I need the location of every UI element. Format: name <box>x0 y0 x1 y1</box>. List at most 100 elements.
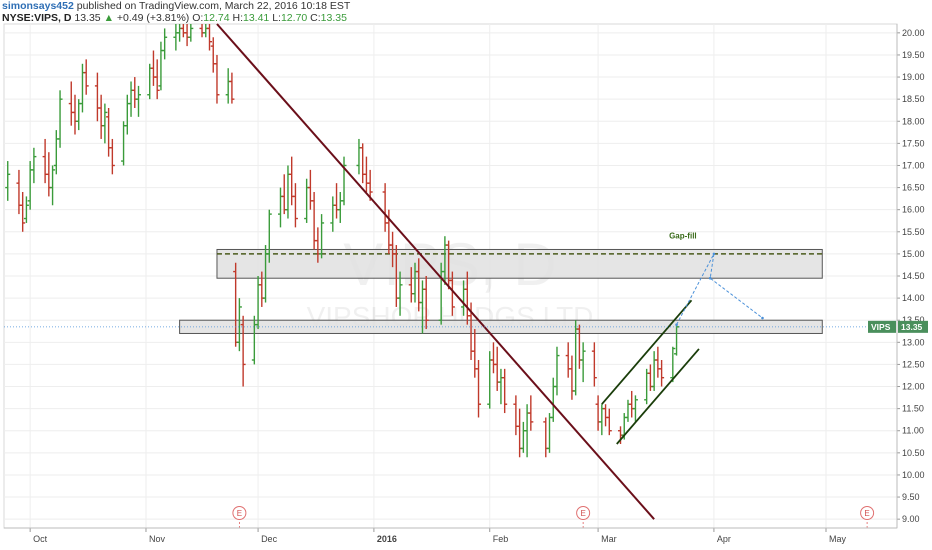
ohlc-bar <box>569 355 575 400</box>
chart-header: simonsays452 published on TradingView.co… <box>2 0 350 24</box>
y-tick-label: 12.50 <box>902 359 925 369</box>
ohlc-bar <box>382 183 388 232</box>
ohlc-bar <box>591 342 597 387</box>
low-value: 12.70 <box>280 12 308 24</box>
ohlc-bar <box>319 214 325 259</box>
ohlc-bar <box>266 209 272 263</box>
y-tick-label: 19.50 <box>902 50 925 60</box>
y-tick-label: 11.00 <box>902 426 924 436</box>
ohlc-bar <box>225 68 231 104</box>
ohlc-bar <box>670 346 676 383</box>
projection-point <box>675 323 678 326</box>
ohlc-bar <box>304 178 310 223</box>
ohlc-bar <box>289 156 295 206</box>
low-label: L: <box>272 12 281 24</box>
event-label: E <box>864 509 869 518</box>
published-text: published on TradingView.com, March 22, … <box>73 0 351 12</box>
ohlc-bar <box>229 72 235 104</box>
ohlc-bar <box>154 59 160 100</box>
username-link[interactable]: simonsays452 <box>2 0 74 12</box>
ohlc-bar <box>158 41 164 91</box>
ohlc-bar <box>397 271 403 316</box>
zone-lower <box>179 319 823 334</box>
channel-upper-line <box>601 299 693 405</box>
price-tag-symbol-box <box>868 320 896 333</box>
ohlc-bar <box>547 413 553 453</box>
open-label: O: <box>192 12 204 24</box>
ohlc-bar <box>214 54 220 104</box>
ohlc-bar <box>367 169 373 201</box>
ohlc-bar <box>94 72 100 122</box>
event-marker <box>576 506 591 520</box>
ohlc-bar <box>16 169 22 215</box>
ohlc-bar <box>184 24 190 47</box>
y-tick-label: 15.00 <box>902 249 925 259</box>
y-tick-label: 9.00 <box>902 514 920 524</box>
ohlc-bar <box>341 156 347 206</box>
high-value: 13.41 <box>243 12 270 24</box>
x-tick-label: Oct <box>33 534 48 544</box>
ohlc-bar <box>651 351 657 391</box>
projection-point <box>712 252 716 256</box>
ohlc-bar <box>132 77 138 108</box>
price-change: +0.49 (+3.81%) <box>116 12 190 24</box>
ohlc-bar <box>102 103 108 144</box>
ohlc-bar <box>83 59 89 95</box>
ohlc-bar <box>528 395 534 431</box>
price-tag-value: 13.35 <box>901 322 923 332</box>
ohlc-bar <box>281 174 287 215</box>
ohlc-bar <box>27 161 33 210</box>
x-tick-label: Dec <box>261 534 278 544</box>
ohlc-bar <box>72 94 78 135</box>
ohlc-bar <box>449 271 455 316</box>
ohlc-bar <box>472 329 478 378</box>
ohlc-bar <box>595 395 601 431</box>
price-tag-value-box <box>898 320 928 333</box>
y-tick-label: 20.00 <box>902 28 925 38</box>
price-axis[interactable]: 9.00 9.50 10.00 10.50 11.00 11.50 12.00 12.50 13… <box>896 24 925 528</box>
ohlc-bar <box>543 417 549 458</box>
ohlc-bars <box>5 24 680 458</box>
ohlc-bar <box>520 421 526 453</box>
ohlc-bar <box>603 404 609 427</box>
x-tick-label: Feb <box>493 534 509 544</box>
event-label: E <box>580 509 585 518</box>
ohlc-bar <box>285 165 291 219</box>
channel-lower-line <box>616 348 700 445</box>
ohlc-bar <box>188 24 194 42</box>
ohlc-bar <box>68 81 74 126</box>
ohlc-bar <box>476 360 482 418</box>
ohlc-bar <box>79 63 85 113</box>
ohlc-bar <box>659 360 665 387</box>
projection-path <box>676 253 763 325</box>
ohlc-bar <box>277 187 283 228</box>
event-marker <box>232 506 247 520</box>
ohlc-bar <box>173 24 179 51</box>
y-tick-label: 13.00 <box>902 337 925 347</box>
ohlc-bar <box>23 196 29 223</box>
ohlc-bar <box>629 390 635 418</box>
ohlc-bar <box>307 169 313 210</box>
ohlc-bar <box>46 152 52 197</box>
ohlc-bar <box>580 342 586 383</box>
ohlc-bar <box>162 28 168 60</box>
ohlc-bar <box>606 408 612 436</box>
drawing-lines <box>4 23 897 520</box>
ohlc-bar <box>42 138 48 184</box>
ohlc-bar <box>517 408 523 458</box>
ohlc-bar <box>53 130 59 175</box>
y-tick-label: 17.50 <box>902 138 925 148</box>
ohlc-bar <box>147 63 153 100</box>
y-tick-label: 13.50 <box>902 315 925 325</box>
ohlc-bar <box>203 24 209 38</box>
projection-point <box>761 316 764 320</box>
ohlc-bar <box>490 342 496 374</box>
time-axis[interactable]: Oct Nov Dec 2016 Feb Mar Apr May <box>4 527 897 544</box>
y-tick-label: 14.50 <box>902 271 925 281</box>
event-marker <box>860 506 875 520</box>
x-tick-label: 2016 <box>377 534 397 544</box>
ohlc-bar <box>109 138 115 175</box>
